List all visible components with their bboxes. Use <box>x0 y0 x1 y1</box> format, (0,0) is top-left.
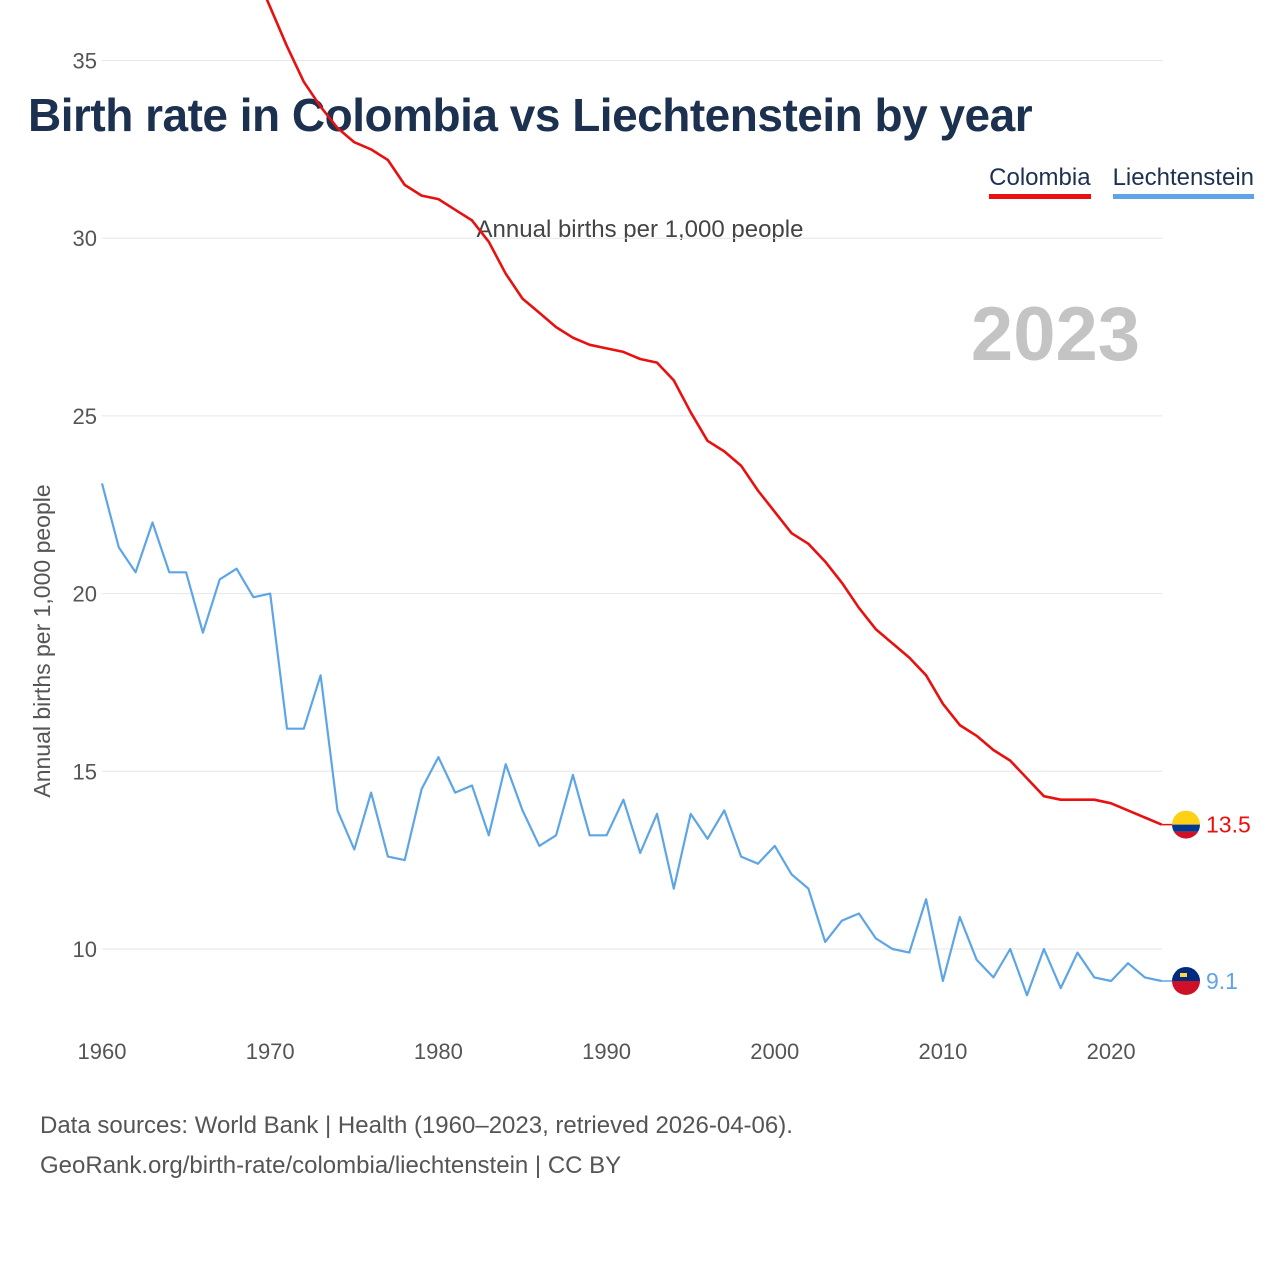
chart-title: Birth rate in Colombia vs Liechtenstein … <box>28 89 1033 141</box>
x-tick-label-1970: 1970 <box>246 1039 295 1064</box>
x-tick-label-2010: 2010 <box>918 1039 967 1064</box>
end-value-label-liechtenstein: 9.1 <box>1206 968 1238 994</box>
footer: Data sources: World Bank | Health (1960–… <box>40 1106 793 1186</box>
series-line-colombia <box>265 0 1163 826</box>
y-tick-label-20: 20 <box>73 582 97 607</box>
current-year-label: 2023 <box>971 292 1140 377</box>
y-tick-label-35: 35 <box>73 49 97 74</box>
colombia-flag-icon <box>1172 810 1200 839</box>
end-value-label-colombia: 13.5 <box>1206 812 1251 838</box>
y-axis-label: Annual births per 1,000 people <box>29 484 55 797</box>
x-tick-label-2020: 2020 <box>1087 1039 1136 1064</box>
liechtenstein-flag-icon <box>1172 966 1200 995</box>
x-tick-label-2000: 2000 <box>750 1039 799 1064</box>
legend-item-colombia[interactable]: Colombia <box>989 164 1091 199</box>
x-tick-label-1980: 1980 <box>414 1039 463 1064</box>
legend: Colombia Liechtenstein <box>989 164 1254 199</box>
legend-item-liechtenstein[interactable]: Liechtenstein <box>1112 164 1254 199</box>
y-tick-label-10: 10 <box>73 937 97 962</box>
footer-link[interactable]: GeoRank.org/birth-rate/colombia/liechten… <box>40 1152 622 1179</box>
y-tick-label-15: 15 <box>73 759 97 784</box>
series-line-liechtenstein <box>100 483 1162 997</box>
footer-sources: Data sources: World Bank | Health (1960–… <box>40 1112 793 1139</box>
x-tick-label-1990: 1990 <box>582 1039 631 1064</box>
x-tick-label-1960: 1960 <box>78 1039 127 1064</box>
y-tick-label-30: 30 <box>73 226 97 251</box>
y-tick-label-25: 25 <box>73 404 97 429</box>
